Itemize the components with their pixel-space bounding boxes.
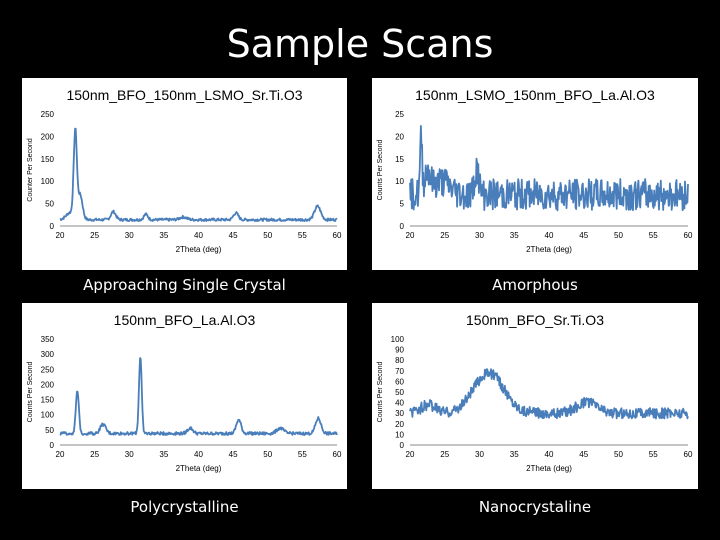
y-tick-label: 10 (395, 430, 404, 439)
chart-panel-bottom-left: 150nm_BFO_La.Al.O3 Counts Per Second 2Thet… (22, 303, 347, 489)
x-tick-label: 40 (545, 450, 554, 459)
y-tick-label: 250 (41, 365, 55, 374)
y-tick-label: 0 (400, 441, 405, 450)
y-tick-label: 150 (41, 396, 55, 405)
x-tick-label: 40 (194, 450, 203, 459)
x-tick-label: 30 (475, 450, 484, 459)
x-tick-label: 25 (440, 231, 449, 240)
y-tick-label: 20 (395, 420, 404, 429)
x-tick-label: 30 (125, 231, 134, 240)
chart-title: 150nm_LSMO_150nm_BFO_La.Al.O3 (415, 87, 655, 103)
x-tick-label: 60 (333, 231, 342, 240)
caption-bottom-right: Nanocrystaline (478, 498, 592, 516)
y-tick-label: 100 (391, 335, 405, 344)
x-tick-label: 45 (229, 231, 238, 240)
x-tick-label: 45 (579, 231, 588, 240)
chart-top-right: 150nm_LSMO_150nm_BFO_La.Al.O3 Counts Per … (377, 87, 693, 254)
x-tick-label: 50 (263, 450, 272, 459)
chart-panel-top-right: 150nm_LSMO_150nm_BFO_La.Al.O3 Counts Per … (372, 78, 698, 270)
x-tick-label: 45 (579, 450, 588, 459)
chart-panel-top-left: 150nm_BFO_150nm_LSMO_Sr.Ti.O3 Counter Per… (22, 78, 347, 270)
y-tick-label: 200 (41, 380, 55, 389)
x-tick-label: 60 (684, 450, 693, 459)
series-line (409, 368, 689, 420)
y-tick-label: 0 (400, 222, 405, 231)
y-axis-label: Counts Per Second (377, 362, 384, 423)
series-line (409, 125, 689, 212)
x-tick-label: 55 (298, 231, 307, 240)
x-tick-label: 20 (56, 231, 65, 240)
y-tick-label: 15 (395, 155, 404, 164)
x-tick-label: 25 (440, 450, 449, 459)
y-tick-label: 80 (395, 356, 404, 365)
x-axis-label: 2Theta (deg) (526, 245, 572, 254)
x-tick-label: 35 (510, 450, 519, 459)
x-tick-label: 50 (263, 231, 272, 240)
chart-title: 150nm_BFO_Sr.Ti.O3 (466, 312, 604, 328)
x-tick-label: 40 (194, 231, 203, 240)
x-tick-label: 55 (298, 450, 307, 459)
y-tick-label: 60 (395, 377, 404, 386)
y-tick-label: 0 (50, 222, 55, 231)
y-tick-label: 350 (41, 335, 55, 344)
x-axis-label: 2Theta (deg) (526, 464, 572, 473)
series-line (59, 357, 338, 436)
y-tick-label: 25 (395, 110, 404, 119)
y-axis-label: Counter Per Second (27, 138, 34, 202)
x-tick-label: 50 (614, 231, 623, 240)
y-tick-label: 200 (41, 132, 55, 141)
y-axis-label: Counts Per Second (377, 140, 384, 201)
series-line (59, 127, 338, 223)
y-tick-label: 150 (41, 155, 55, 164)
x-tick-label: 25 (90, 231, 99, 240)
y-tick-label: 50 (45, 426, 54, 435)
x-tick-label: 40 (545, 231, 554, 240)
x-tick-label: 50 (614, 450, 623, 459)
x-tick-label: 35 (510, 231, 519, 240)
x-tick-label: 45 (229, 450, 238, 459)
y-tick-label: 50 (45, 200, 54, 209)
y-tick-label: 90 (395, 346, 404, 355)
y-tick-label: 10 (395, 177, 404, 186)
x-tick-label: 30 (475, 231, 484, 240)
caption-bottom-left: Polycrystalline (130, 498, 239, 516)
chart-title: 150nm_BFO_150nm_LSMO_Sr.Ti.O3 (66, 87, 302, 103)
chart-top-left: 150nm_BFO_150nm_LSMO_Sr.Ti.O3 Counter Per… (27, 87, 342, 254)
y-tick-label: 100 (41, 411, 55, 420)
x-tick-label: 25 (90, 450, 99, 459)
chart-bottom-left: 150nm_BFO_La.Al.O3 Counts Per Second 2Thet… (27, 312, 342, 473)
x-tick-label: 60 (333, 450, 342, 459)
x-tick-label: 20 (56, 450, 65, 459)
x-tick-label: 20 (406, 450, 415, 459)
y-tick-label: 300 (41, 350, 55, 359)
chart-panel-bottom-right: 150nm_BFO_Sr.Ti.O3 Counts Per Second 2Thet… (372, 303, 698, 489)
x-tick-label: 35 (159, 450, 168, 459)
x-tick-label: 55 (649, 450, 658, 459)
caption-top-left: Approaching Single Crystal (83, 276, 286, 294)
y-tick-label: 250 (41, 110, 55, 119)
y-tick-label: 0 (50, 441, 55, 450)
x-tick-label: 20 (406, 231, 415, 240)
chart-title: 150nm_BFO_La.Al.O3 (114, 312, 256, 328)
y-tick-label: 30 (395, 409, 404, 418)
y-tick-label: 20 (395, 132, 404, 141)
y-tick-label: 5 (400, 200, 405, 209)
x-tick-label: 55 (649, 231, 658, 240)
y-tick-label: 100 (41, 177, 55, 186)
slide-title: Sample Scans (226, 22, 494, 66)
x-tick-label: 35 (159, 231, 168, 240)
y-tick-label: 50 (395, 388, 404, 397)
chart-bottom-right: 150nm_BFO_Sr.Ti.O3 Counts Per Second 2Thet… (377, 312, 693, 473)
y-tick-label: 70 (395, 367, 404, 376)
x-axis-label: 2Theta (deg) (176, 245, 222, 254)
caption-top-right: Amorphous (492, 276, 578, 294)
x-axis-label: 2Theta (deg) (176, 464, 222, 473)
y-tick-label: 40 (395, 399, 404, 408)
x-tick-label: 60 (684, 231, 693, 240)
x-tick-label: 30 (125, 450, 134, 459)
y-axis-label: Counts Per Second (27, 362, 34, 423)
